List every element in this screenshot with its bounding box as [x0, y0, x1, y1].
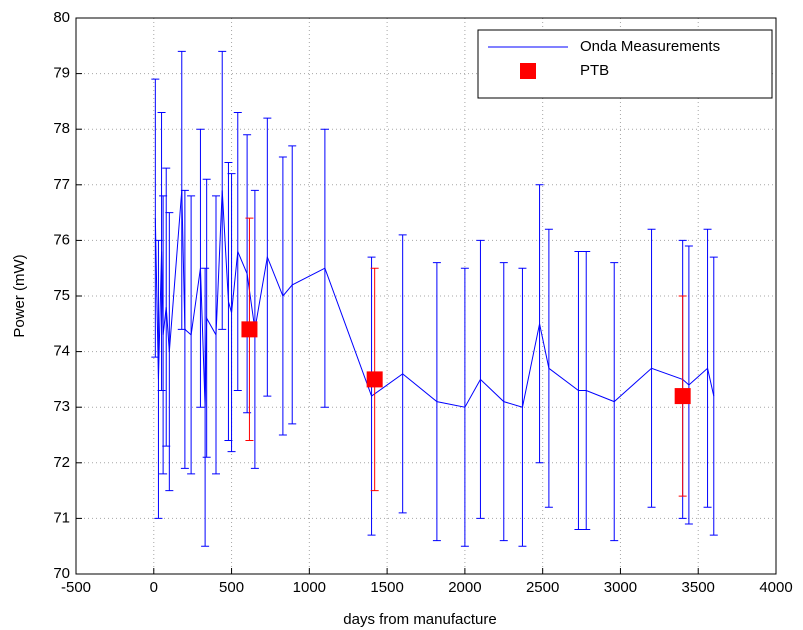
legend-label: Onda Measurements	[580, 38, 720, 55]
y-axis-label: Power (mW)	[11, 254, 28, 337]
x-tick-label: 2500	[526, 579, 559, 596]
x-tick-label: 2000	[448, 579, 481, 596]
y-tick-label: 72	[53, 454, 70, 471]
legend-swatch	[520, 63, 536, 79]
marker	[674, 388, 691, 405]
series-line	[154, 190, 715, 408]
x-tick-label: 3000	[604, 579, 637, 596]
legend-label: PTB	[580, 62, 609, 79]
plot-area	[75, 17, 777, 575]
marker	[366, 371, 383, 388]
x-tick-label: 1000	[293, 579, 326, 596]
x-tick-label: 0	[150, 579, 158, 596]
y-tick-label: 80	[53, 9, 70, 26]
x-tick-label: 500	[219, 579, 244, 596]
x-tick-label: 3500	[682, 579, 715, 596]
y-tick-label: 71	[53, 509, 70, 526]
y-tick-label: 76	[53, 231, 70, 248]
x-tick-label: -500	[61, 579, 91, 596]
y-tick-label: 79	[53, 65, 70, 82]
y-tick-label: 73	[53, 398, 70, 415]
y-tick-label: 70	[53, 565, 70, 582]
y-tick-label: 74	[53, 343, 70, 360]
marker	[241, 321, 258, 338]
x-axis-label: days from manufacture	[343, 611, 496, 628]
x-tick-label: 4000	[759, 579, 792, 596]
y-tick-label: 77	[53, 176, 70, 193]
x-tick-label: 1500	[370, 579, 403, 596]
y-tick-label: 75	[53, 287, 70, 304]
y-tick-label: 78	[53, 120, 70, 137]
error-bar	[709, 256, 718, 536]
